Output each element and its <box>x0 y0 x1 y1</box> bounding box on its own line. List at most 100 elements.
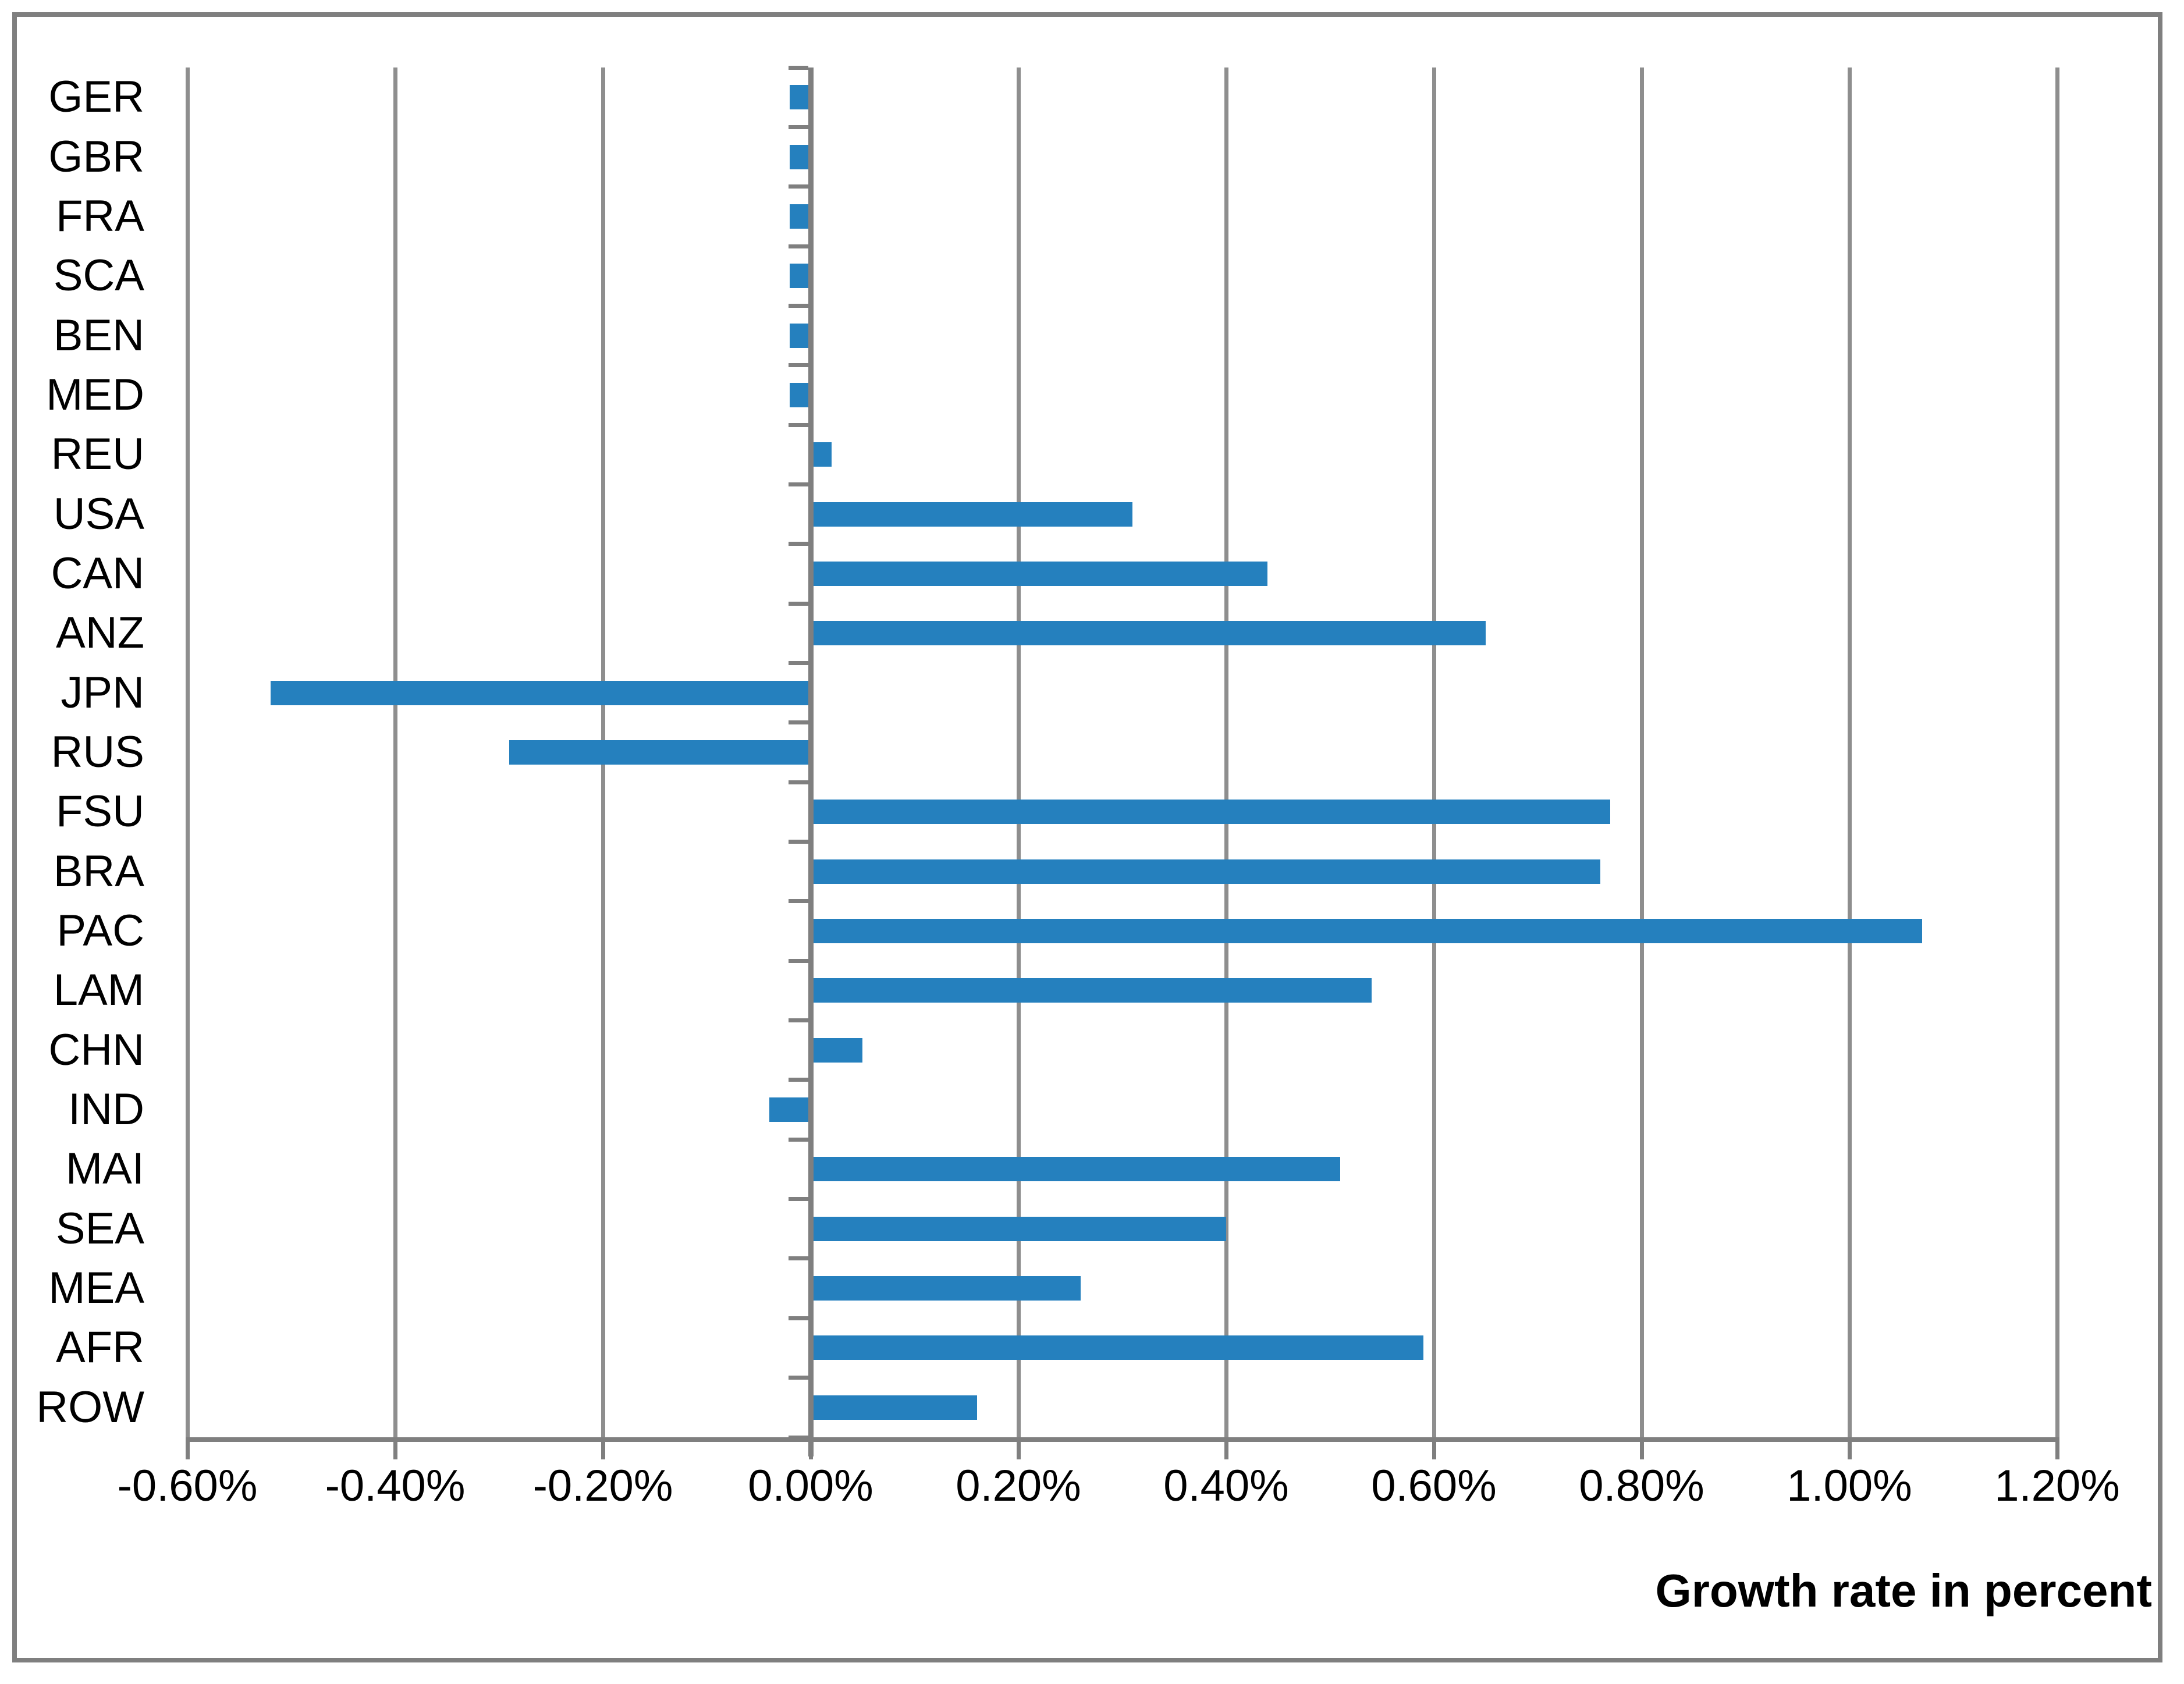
gridline-0.20% <box>1016 67 1021 1437</box>
category-label-mai: MAI <box>65 1144 144 1194</box>
category-axis-tick <box>788 780 808 784</box>
bar-pac <box>811 919 1922 944</box>
x-tick-label: 0.00% <box>748 1461 873 1511</box>
bar-ger <box>790 85 811 110</box>
x-tick-label: -0.60% <box>117 1461 258 1511</box>
bar-fra <box>790 204 811 229</box>
category-label-can: CAN <box>51 548 144 598</box>
category-axis-tick <box>788 958 808 963</box>
category-label-jpn: JPN <box>61 667 144 717</box>
category-label-med: MED <box>46 370 144 420</box>
category-axis-tick <box>788 1078 808 1082</box>
bar-rus <box>509 740 811 765</box>
category-label-ben: BEN <box>53 310 144 360</box>
category-label-chn: CHN <box>48 1025 144 1075</box>
category-axis-tick <box>788 542 808 546</box>
value-axis-tick <box>1639 1442 1644 1459</box>
category-axis-tick <box>788 1256 808 1261</box>
category-axis-tick <box>788 422 808 427</box>
bar-med <box>790 382 811 407</box>
category-label-afr: AFR <box>56 1323 144 1373</box>
category-label-anz: ANZ <box>56 608 144 658</box>
category-axis-tick <box>788 184 808 189</box>
gridline-1.20% <box>2055 67 2059 1437</box>
gridline-0.60% <box>1432 67 1436 1437</box>
bar-mai <box>811 1157 1341 1182</box>
gridline-0.40% <box>1224 67 1228 1437</box>
bar-mea <box>811 1276 1081 1301</box>
bar-can <box>811 561 1268 586</box>
category-axis-tick <box>788 482 808 486</box>
value-axis-tick <box>1016 1442 1021 1459</box>
bar-ben <box>790 323 811 348</box>
value-axis-tick <box>393 1442 397 1459</box>
x-tick-label: 0.40% <box>1163 1461 1289 1511</box>
gridline--0.40% <box>393 67 397 1437</box>
category-axis-tick <box>788 1316 808 1320</box>
value-axis-tick <box>601 1442 605 1459</box>
category-label-mea: MEA <box>48 1263 144 1313</box>
category-axis-tick <box>788 125 808 129</box>
bar-afr <box>811 1335 1424 1360</box>
category-label-sea: SEA <box>55 1203 144 1253</box>
category-axis-tick <box>788 1018 808 1023</box>
category-axis-tick <box>788 1376 808 1380</box>
category-axis-tick <box>788 1137 808 1142</box>
category-label-usa: USA <box>53 489 144 539</box>
bar-chn <box>811 1038 863 1063</box>
gridline-0.80% <box>1639 67 1644 1437</box>
value-axis-tick <box>1224 1442 1228 1459</box>
chart-frame <box>12 12 2162 1662</box>
category-label-row: ROW <box>36 1382 144 1432</box>
category-label-lam: LAM <box>53 965 144 1015</box>
value-axis-tick <box>2055 1442 2059 1459</box>
category-label-sca: SCA <box>53 251 144 301</box>
gridline-1.00% <box>1847 67 1852 1437</box>
bar-ind <box>769 1097 811 1122</box>
value-axis-tick <box>185 1442 190 1459</box>
value-axis-line <box>185 1437 2059 1442</box>
bar-row <box>811 1395 977 1420</box>
category-label-ger: GER <box>48 72 144 122</box>
category-axis-tick <box>788 1197 808 1202</box>
category-label-pac: PAC <box>56 906 144 956</box>
bar-reu <box>811 442 832 467</box>
bar-sca <box>790 264 811 289</box>
category-axis-tick <box>788 899 808 904</box>
x-axis-title: Growth rate in percent <box>1655 1565 2152 1617</box>
bar-sea <box>811 1216 1226 1241</box>
x-tick-label: 1.20% <box>1994 1461 2120 1511</box>
x-tick-label: -0.40% <box>325 1461 466 1511</box>
x-tick-label: 0.80% <box>1579 1461 1704 1511</box>
value-axis-tick <box>1847 1442 1852 1459</box>
category-axis-tick <box>788 720 808 725</box>
category-label-fra: FRA <box>56 191 144 241</box>
bar-lam <box>811 978 1372 1003</box>
value-axis-tick <box>1432 1442 1436 1459</box>
x-tick-label: 0.60% <box>1371 1461 1497 1511</box>
category-axis-tick <box>788 65 808 70</box>
category-axis-line <box>808 67 814 1456</box>
x-tick-label: 0.20% <box>956 1461 1081 1511</box>
category-axis-tick <box>788 303 808 308</box>
bar-fsu <box>811 800 1611 825</box>
bar-jpn <box>270 680 811 705</box>
bar-bra <box>811 859 1600 884</box>
value-axis-tick <box>808 1442 813 1459</box>
bar-usa <box>811 502 1133 527</box>
category-label-fsu: FSU <box>56 787 144 837</box>
x-tick-label: -0.20% <box>532 1461 673 1511</box>
category-axis-tick <box>788 660 808 665</box>
category-axis-tick <box>788 363 808 368</box>
category-label-reu: REU <box>51 429 144 479</box>
category-label-ind: IND <box>68 1085 144 1135</box>
category-label-bra: BRA <box>53 846 144 896</box>
bar-anz <box>811 621 1486 646</box>
category-label-gbr: GBR <box>48 132 144 182</box>
category-axis-tick <box>788 244 808 248</box>
category-label-rus: RUS <box>51 727 144 777</box>
category-axis-tick <box>788 601 808 606</box>
bar-gbr <box>790 144 811 169</box>
